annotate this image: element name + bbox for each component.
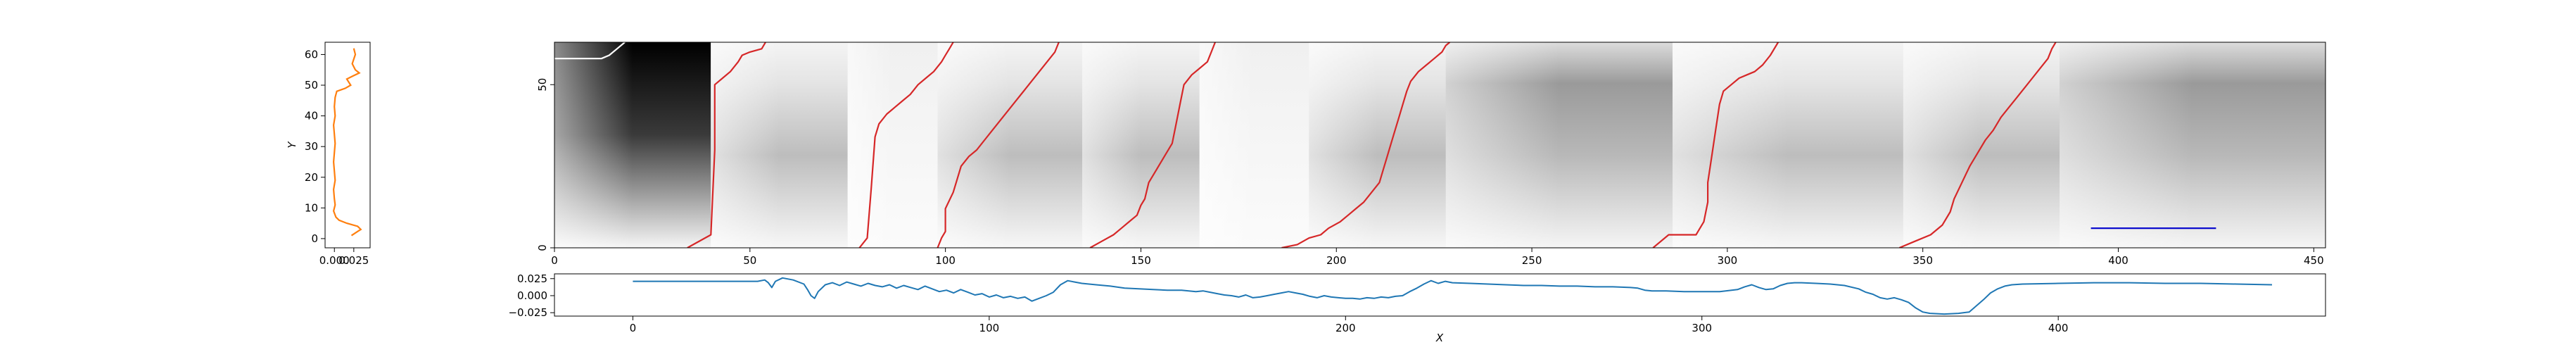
bottom-profile-line (633, 277, 2273, 315)
heatmap-x-tick-label: 300 (1718, 254, 1738, 267)
bottom-x-tick-label: 100 (979, 322, 1000, 334)
heatmap-path (1281, 42, 1451, 248)
heatmap-x-tick-label: 400 (2108, 254, 2128, 267)
heatmap-block-shade (2060, 42, 2193, 248)
heatmap-block-shade (937, 42, 1010, 248)
left-y-tick-label: 0 (311, 232, 318, 245)
heatmap-x-tick-label: 450 (2304, 254, 2324, 267)
heatmap-block-shade (1445, 42, 1559, 248)
heatmap-x-tick-label: 100 (935, 254, 956, 267)
heatmap-block-shade (554, 42, 633, 248)
heatmap-block-shade (1673, 42, 1789, 248)
heatmap-path (937, 42, 1060, 248)
bottom-y-tick-label: 0.000 (517, 289, 547, 302)
heatmap-path (858, 42, 954, 248)
heatmap-x-tick-label: 0 (551, 254, 558, 267)
heatmap-block-shade (1903, 42, 1982, 248)
bottom-profile-frame (554, 273, 2326, 317)
bottom-x-tick-label: 400 (2048, 322, 2069, 334)
bottom-profile-panel: 0 100 200 300 400 0.025 0.000 −0.025 X (508, 272, 2326, 344)
heatmap-block-shade (1199, 42, 1255, 248)
left-y-tick-label: 60 (305, 48, 318, 61)
left-y-tick-label: 30 (305, 140, 318, 153)
left-y-tick-label: 10 (305, 201, 318, 214)
heatmap-x-tick-label: 250 (1522, 254, 1542, 267)
heatmap-block-shade (1309, 42, 1378, 248)
heatmap-block-shade (847, 42, 893, 248)
left-y-axis-label: Y (286, 141, 298, 149)
bottom-x-tick-label: 0 (630, 322, 637, 334)
heatmap-y-tick-label: 50 (536, 78, 549, 92)
heatmap-block-shade (711, 42, 780, 248)
heatmap-path (1652, 42, 1779, 248)
left-y-tick-label: 50 (305, 79, 318, 92)
heatmap-x-tick-label: 350 (1912, 254, 1933, 267)
heatmap-x-tick-label: 200 (1326, 254, 1347, 267)
heatmap-path (1089, 42, 1217, 248)
heatmap-path (554, 42, 626, 60)
heatmap-block-shade (1082, 42, 1141, 248)
heatmap-panel: 0 50 100 150 200 250 300 350 400 450 0 50 (536, 42, 2326, 267)
heatmap-path (1898, 42, 2057, 248)
left-profile-line (332, 48, 362, 237)
left-y-tick-label: 40 (305, 110, 318, 122)
heatmap-x-tick-label: 150 (1131, 254, 1151, 267)
left-y-tick-label: 20 (305, 171, 318, 184)
bottom-y-tick-label: 0.025 (517, 272, 547, 285)
left-x-tick-label: 0.025 (338, 254, 369, 267)
bottom-x-tick-label: 200 (1335, 322, 1356, 334)
heatmap-x-tick-label: 50 (743, 254, 756, 267)
heatmap-path (687, 42, 766, 248)
heatmap-frame (554, 42, 2326, 249)
left-x-tick-label: 0.000 (319, 254, 350, 267)
bottom-x-axis-label: X (1435, 332, 1444, 344)
bottom-x-tick-label: 300 (1692, 322, 1712, 334)
left-profile-frame (324, 42, 371, 249)
bottom-y-tick-label: −0.025 (508, 306, 547, 319)
heatmap-y-tick-label: 0 (536, 244, 549, 251)
